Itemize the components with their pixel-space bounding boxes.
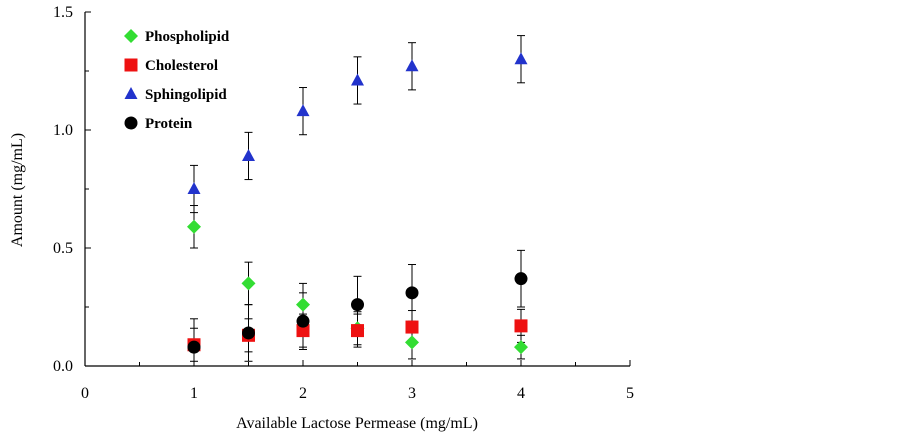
legend-phospholipid-marker (124, 29, 138, 43)
legend: Phospholipid Cholesterol Sphingolipid Prote… (124, 29, 230, 132)
protein-point (351, 298, 364, 312)
legend-cholesterol-marker (124, 58, 138, 72)
sphingolipid-point (405, 59, 419, 72)
data-markers (187, 52, 528, 355)
x-tick-label: 4 (517, 385, 525, 402)
cholesterol-point (405, 320, 419, 334)
x-axis-label: Available Lactose Permease (mg/mL) (236, 415, 478, 432)
y-tick-label: 0.5 (53, 240, 73, 257)
phospholipid-point (514, 340, 528, 355)
sphingolipid-point (242, 148, 255, 161)
phospholipid-point (187, 219, 201, 234)
legend-protein-label: Protein (145, 116, 193, 132)
phospholipid-point (296, 297, 310, 312)
cholesterol-point (296, 324, 310, 338)
sphingolipid-point (296, 104, 310, 117)
sphingolipid-point (514, 52, 528, 65)
x-tick-label: 1 (190, 385, 198, 402)
legend-sphingolipid-label: Sphingolipid (145, 87, 227, 103)
sphingolipid-point (187, 182, 201, 194)
sphingolipid-point (351, 73, 364, 86)
x-tick-label: 0 (81, 385, 89, 402)
axes: 0.0 0.5 1.0 1.5 0 1 2 3 4 5 (53, 4, 634, 402)
x-tick-label: 3 (408, 385, 416, 402)
cholesterol-point (514, 319, 528, 333)
y-axis-label: Amount (mg/mL) (9, 133, 26, 247)
y-tick-label: 0.0 (53, 358, 73, 375)
y-tick-label: 1.0 (53, 122, 73, 139)
phospholipid-point (405, 335, 419, 350)
protein-point (296, 314, 310, 328)
legend-cholesterol-label: Cholesterol (145, 58, 218, 74)
protein-point (514, 272, 528, 286)
x-tick-label: 5 (626, 385, 634, 402)
legend-phospholipid-label: Phospholipid (145, 29, 230, 45)
protein-point (405, 286, 419, 300)
phospholipid-point (241, 276, 256, 291)
protein-point (187, 340, 201, 354)
y-tick-label: 1.5 (53, 4, 73, 21)
protein-point (242, 326, 255, 340)
legend-protein-marker (124, 116, 138, 130)
legend-sphingolipid-marker (124, 87, 138, 99)
cholesterol-point (351, 324, 364, 338)
x-tick-label: 2 (299, 385, 307, 402)
